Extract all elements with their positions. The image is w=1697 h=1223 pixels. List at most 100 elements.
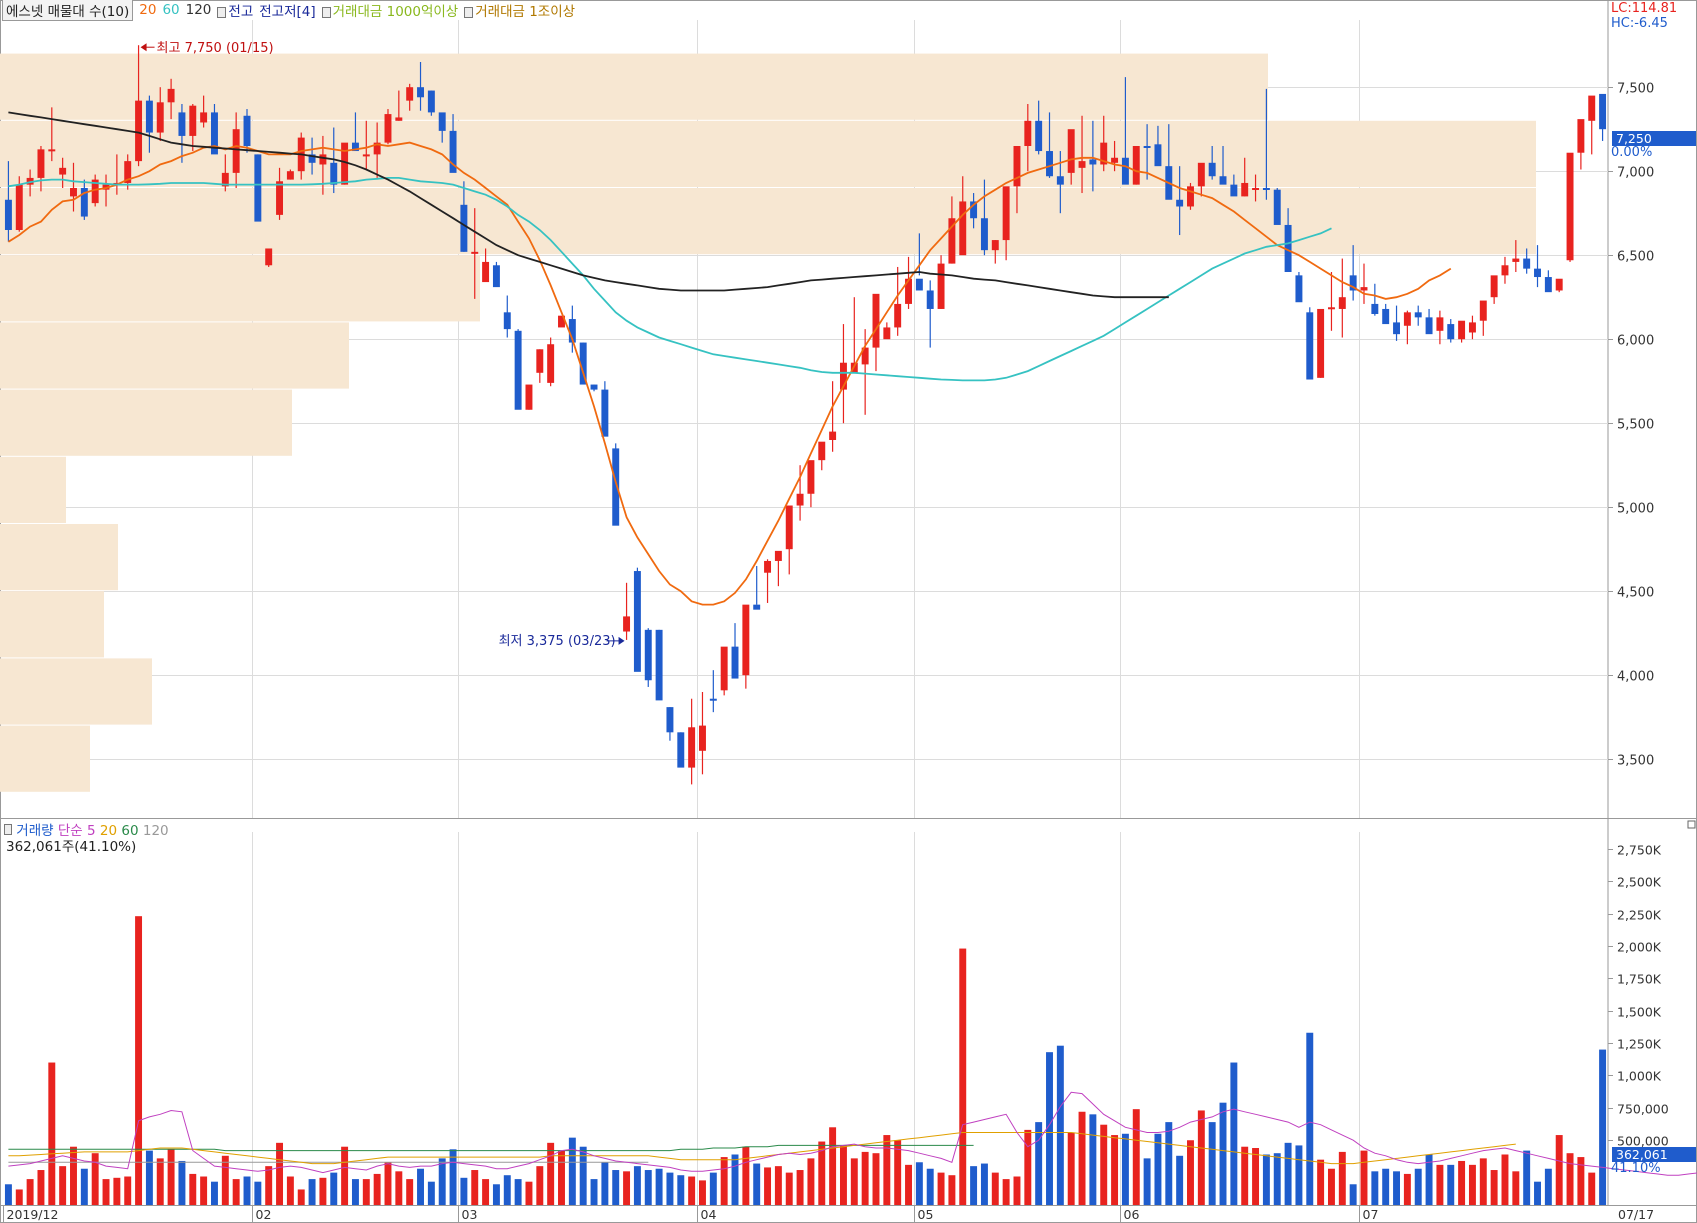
- volume-bar-down: [970, 1166, 978, 1205]
- candle-up: [15, 184, 23, 230]
- candle-down: [254, 154, 262, 222]
- stock-title[interactable]: 에스넷 매물대 수(10): [2, 0, 134, 21]
- price-tick-label: 4,000: [1617, 670, 1654, 685]
- candle-up: [1013, 146, 1021, 187]
- vma20-legend[interactable]: 20: [99, 823, 118, 839]
- volume-bar-down: [1306, 1032, 1314, 1205]
- volume-bar-up: [1024, 1129, 1032, 1205]
- candle-down: [1425, 317, 1433, 335]
- volume-bar-up: [135, 916, 143, 1205]
- volume-bar-down: [633, 1166, 641, 1205]
- volume-bar-down: [492, 1184, 500, 1205]
- amount1-legend[interactable]: 거래대금 1000억이상: [321, 0, 458, 20]
- volume-bar-up: [1468, 1164, 1476, 1205]
- volume-bar-down: [1165, 1122, 1173, 1205]
- volume-bar-up: [265, 1166, 273, 1205]
- candle-up: [286, 171, 294, 180]
- vma120-legend[interactable]: 120: [142, 823, 169, 839]
- candle-up: [276, 181, 284, 215]
- candle-up: [829, 431, 837, 440]
- candle-up: [124, 161, 132, 183]
- date-tick-label: 06: [1124, 1207, 1140, 1222]
- volume-bar-up: [839, 1145, 847, 1205]
- candle-up: [319, 154, 327, 165]
- volume-bar-down: [1154, 1133, 1162, 1205]
- volume-bar-up: [1317, 1159, 1325, 1205]
- candle-up: [1327, 307, 1335, 310]
- volume-bar-down: [1534, 1181, 1541, 1205]
- candle-up: [341, 142, 349, 185]
- candle-up: [699, 725, 706, 751]
- ma60-legend[interactable]: 60: [162, 2, 180, 18]
- candle-down: [1262, 188, 1270, 190]
- candle-up: [1197, 162, 1205, 187]
- toggle-box-icon: [217, 6, 227, 18]
- vma20-line: [8, 1132, 1516, 1165]
- candle-up: [1566, 152, 1574, 261]
- volume-bar-up: [15, 1189, 23, 1205]
- volume-bar-up: [796, 1170, 804, 1205]
- volume-bar-down: [1046, 1052, 1053, 1205]
- volume-profile-bar: [0, 389, 292, 456]
- candle-up: [1403, 312, 1411, 326]
- candle-down: [1056, 176, 1064, 185]
- volume-bar-up: [536, 1166, 544, 1205]
- volume-bar-down: [1382, 1168, 1390, 1205]
- volume-bar-down: [1273, 1153, 1281, 1205]
- candle-down: [568, 319, 576, 343]
- candle-up: [1588, 95, 1596, 121]
- volume-bar-down: [1035, 1122, 1043, 1205]
- volume-bar-down: [612, 1170, 620, 1205]
- volume-bar-up: [1458, 1160, 1466, 1205]
- volume-bar-down: [1544, 1168, 1552, 1205]
- volume-bar-up: [362, 1179, 370, 1205]
- candle-up: [536, 349, 544, 373]
- volume-bar-up: [1002, 1179, 1010, 1205]
- amount2-legend[interactable]: 거래대금 1조이상: [464, 0, 575, 20]
- volume-bar-up: [113, 1177, 121, 1205]
- price-tick-label: 6,500: [1617, 250, 1654, 265]
- candle-up: [1067, 129, 1075, 173]
- volume-bar-up: [37, 1170, 45, 1205]
- hl-param-legend[interactable]: 전고저[4]: [259, 4, 316, 20]
- volume-bar-up: [894, 1140, 902, 1205]
- vma60-legend[interactable]: 60: [121, 823, 139, 839]
- volume-bar-up: [1501, 1154, 1509, 1205]
- candle-up: [37, 149, 45, 178]
- candle-up: [232, 129, 240, 173]
- volume-profile-bar: [0, 524, 118, 591]
- candle-down: [1176, 199, 1184, 207]
- volume-bar-up: [1197, 1110, 1205, 1205]
- volume-bar-down: [351, 1179, 359, 1205]
- candle-down: [926, 290, 934, 309]
- volume-bar-up: [91, 1153, 99, 1205]
- volume-bar-down: [915, 1162, 923, 1205]
- volume-bar-up: [623, 1171, 631, 1205]
- ma20-line: [7, 141, 1452, 606]
- candle-down: [666, 707, 674, 733]
- volume-bar-up: [102, 1179, 110, 1205]
- candle-down: [677, 732, 685, 768]
- ma20-legend[interactable]: 20: [139, 2, 157, 18]
- volume-title[interactable]: 거래량: [16, 823, 54, 839]
- toggle-box-icon: [464, 6, 474, 18]
- volume-bar-down: [568, 1137, 576, 1205]
- date-tick-label: 07/17: [1618, 1207, 1654, 1222]
- volume-bar-down: [427, 1181, 435, 1205]
- ma120-legend[interactable]: 120: [185, 2, 212, 18]
- volume-bar-down: [590, 1179, 598, 1205]
- volume-bar-up: [373, 1173, 381, 1205]
- volume-bar-down: [254, 1181, 262, 1205]
- candle-down: [1544, 277, 1552, 293]
- volume-bar-up: [905, 1164, 912, 1205]
- hl-indicator-legend[interactable]: 전고: [217, 0, 253, 20]
- volume-bar-up: [991, 1172, 999, 1205]
- price-tick-label: 5,500: [1617, 418, 1654, 433]
- candle-up: [1100, 142, 1108, 165]
- vma5-legend[interactable]: 단순 5: [57, 823, 96, 839]
- candle-down: [970, 201, 978, 219]
- candle-down: [503, 312, 511, 330]
- candle-down: [1523, 258, 1531, 269]
- volume-profile-bar: [0, 591, 104, 658]
